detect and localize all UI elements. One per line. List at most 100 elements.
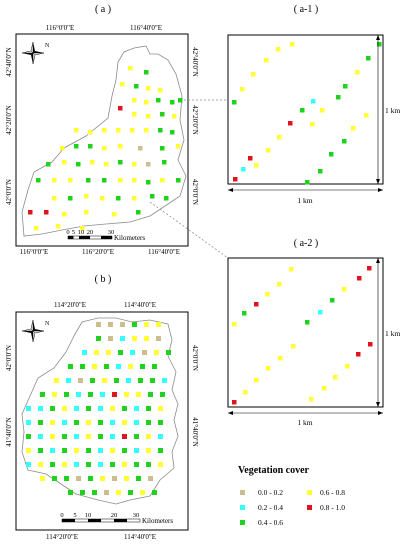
panel-a-sample-point <box>158 88 163 93</box>
panel-a-sample-point <box>52 178 57 183</box>
panel-b-sample-point <box>130 350 135 355</box>
panel-b-scale-tick-5: 5 <box>73 512 76 519</box>
panel-b-scale-tick-30: 30 <box>133 512 140 519</box>
panel-b-sample-point <box>52 392 57 397</box>
panel-b-sample-point <box>136 476 141 481</box>
panel-a-sample-point <box>46 162 51 167</box>
panel-a-sample-point <box>134 84 139 89</box>
panel-b-sample-point <box>114 378 119 383</box>
panel-b-sample-point <box>40 476 45 481</box>
panel-b-sample-point <box>26 420 31 425</box>
panel-a-sample-point <box>68 178 73 183</box>
panel-b-sample-point <box>38 406 43 411</box>
panel-b-sample-point <box>162 378 167 383</box>
panel-b-scalebar: 0 5 10 20 30 Kilometers <box>60 512 173 525</box>
panel-b-sample-point <box>98 448 103 453</box>
panel-a1-sample-point <box>355 70 360 75</box>
panel-b-sample-point <box>142 350 147 355</box>
panel-b-sample-point <box>74 448 79 453</box>
panel-a1-sample-point <box>232 100 237 105</box>
panel-b-sample-point <box>124 392 129 397</box>
panel-b-sample-point <box>94 350 99 355</box>
panel-b-sample-point <box>92 490 97 495</box>
panel-b-sample-point <box>120 336 125 341</box>
panel-a2-sample-point <box>254 302 259 307</box>
panel-b-sample-point <box>80 364 85 369</box>
panel-b-sample-point <box>38 420 43 425</box>
panel-a-sample-point <box>88 130 93 135</box>
panel-b-sample-point <box>64 476 69 481</box>
panel-b-sample-point <box>100 392 105 397</box>
panel-a-scale-tick-0: 0 <box>66 229 69 236</box>
panel-a-sample-point <box>118 160 123 165</box>
panel-b-sample-point <box>134 406 139 411</box>
panel-a2-sample-point <box>277 282 282 287</box>
panel-a2-label: ( a-2 ) <box>294 238 318 249</box>
panel-b-sample-point <box>108 336 113 341</box>
panel-b-scale-unit: Kilometers <box>142 517 173 525</box>
panel-a-sample-point <box>130 128 135 133</box>
panel-a-sample-point <box>164 196 169 201</box>
panel-b-sample-point <box>86 420 91 425</box>
panel-a1-frame <box>227 34 384 185</box>
panel-a-sample-point <box>132 98 137 103</box>
panel-a1-sample-point <box>343 84 348 89</box>
panel-b-sample-point <box>110 434 115 439</box>
panel-a-sample-point <box>146 114 151 119</box>
panel-b-sample-point <box>158 420 163 425</box>
panel-b-sample-point <box>150 378 155 383</box>
panel-a1-width-label: 1 km <box>297 196 312 205</box>
panel-b-sample-point <box>74 462 79 467</box>
panel-b-sample-point <box>110 420 115 425</box>
legend-swatch-0-0.2 <box>240 490 245 495</box>
panel-b-sample-point <box>138 378 143 383</box>
panel-b-sample-point <box>26 434 31 439</box>
panel-b-sample-point <box>146 434 151 439</box>
panel-a-region-outline <box>21 45 187 237</box>
panel-b-sample-point <box>120 322 125 327</box>
panel-b-sample-point <box>106 350 111 355</box>
panel-a-sample-point <box>170 100 175 105</box>
panel-a1-sample-point <box>264 58 269 63</box>
panel-a-sample-point <box>116 128 121 133</box>
panel-a1-sample-point <box>377 42 382 47</box>
panel-a2-sample-point <box>232 322 237 327</box>
panel-b-sample-point <box>158 406 163 411</box>
panel-a1-sample-point <box>233 177 238 182</box>
panel-b-sample-point <box>128 490 133 495</box>
panel-a-sample-point <box>176 178 181 183</box>
panel-a-sample-point <box>60 146 65 151</box>
panel-a-right-tick-3: 42°0'0"N <box>191 179 199 205</box>
panel-a-bottom-tick-3: 116°40'0"E <box>148 248 180 256</box>
panel-b-sample-point <box>122 406 127 411</box>
panel-b-sample-point <box>134 434 139 439</box>
panel-b-sample-point <box>62 434 67 439</box>
panel-a2-sample-point <box>254 378 259 383</box>
panel-b-sample-point <box>158 448 163 453</box>
panel-a2-sample-point <box>291 344 296 349</box>
panel-b-sample-point <box>64 392 69 397</box>
panel-a-sample-point <box>128 66 133 71</box>
panel-b-scale-tick-10: 10 <box>85 512 92 519</box>
panel-a-sample-point <box>76 162 81 167</box>
panel-b-right-tick-2: 41°40'0"N <box>191 417 199 446</box>
panel-a2-sample-point <box>356 352 361 357</box>
north-arrow-letter-a: N <box>45 43 50 49</box>
panel-b-sample-point <box>110 462 115 467</box>
panel-b-sample-point <box>124 476 129 481</box>
panel-b-sample-point <box>86 448 91 453</box>
panel-a-sample-point <box>132 196 137 201</box>
panel-a1-sample-point <box>251 72 256 77</box>
panel-b-sample-point <box>38 462 43 467</box>
panel-a-sample-point <box>162 160 167 165</box>
panel-b-sample-point <box>62 406 67 411</box>
panel-b-sample-point <box>52 476 57 481</box>
panel-b-sample-point <box>98 434 103 439</box>
panel-a2-sample-point <box>368 342 373 347</box>
legend-swatch-0.2-0.4 <box>240 505 245 510</box>
panel-a-sample-point <box>44 210 49 215</box>
panel-a1-sample-point <box>290 42 295 47</box>
panel-b: ( b ) 114°20'0"E 114°40'0"E 114°20'0"E 1… <box>5 274 199 541</box>
panel-a-sample-point <box>178 98 183 103</box>
panel-a-sample-point <box>156 98 161 103</box>
